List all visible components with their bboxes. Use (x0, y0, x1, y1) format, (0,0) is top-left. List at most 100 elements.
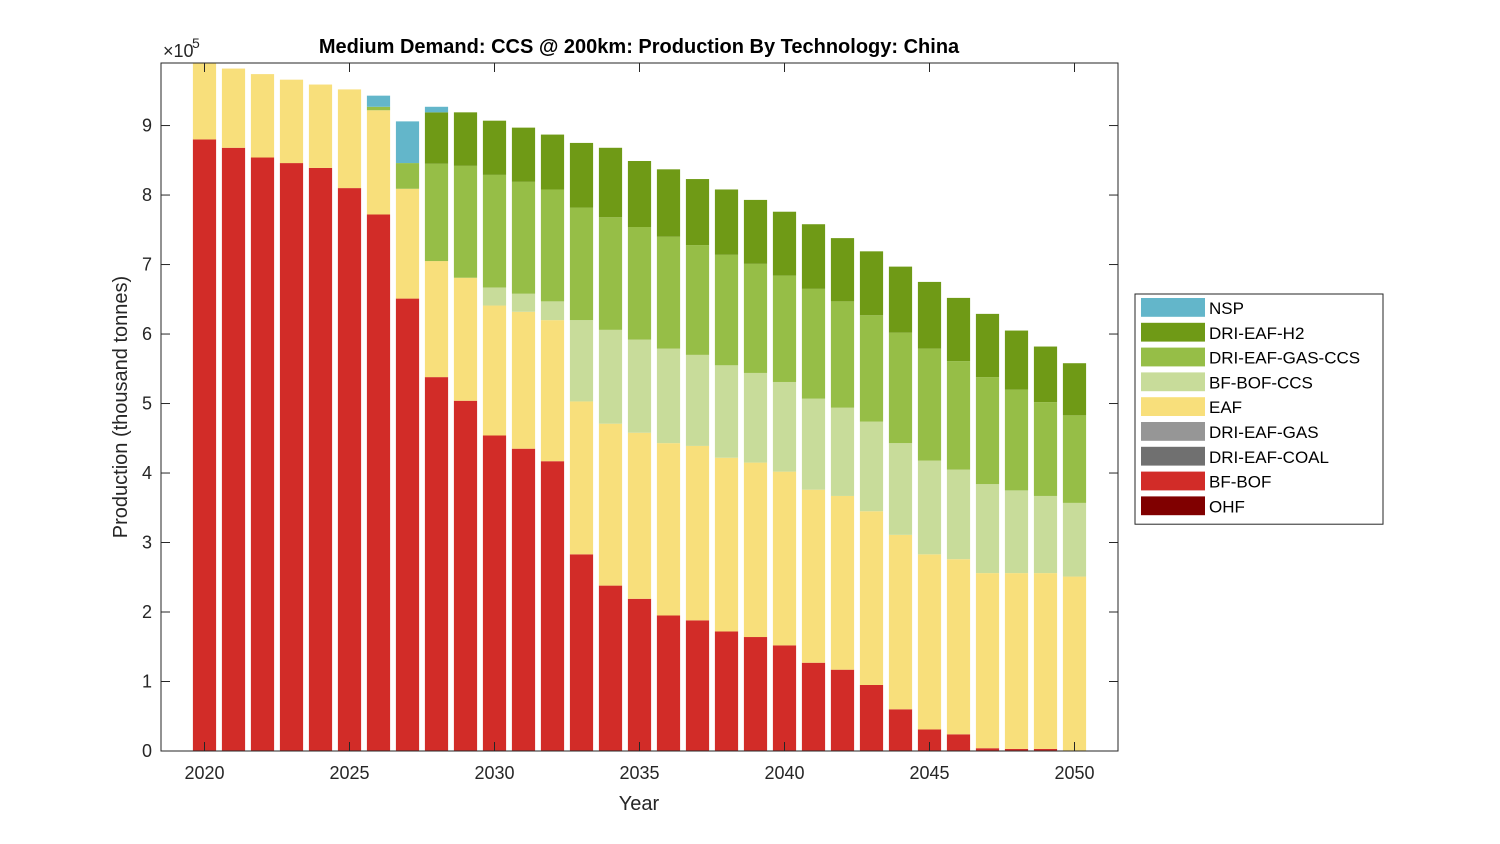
bar-bf-bof-2025 (337, 188, 362, 751)
bar-bf-bof-ccs-2039 (743, 372, 768, 463)
x-tick-label: 2045 (909, 763, 949, 783)
y-exponent-power: 5 (192, 35, 200, 51)
bar-eaf-2048 (1004, 573, 1029, 749)
bar-dri-eaf-gas-ccs-2035 (627, 227, 652, 340)
bar-bf-bof-2029 (453, 400, 478, 751)
legend-label-bf-bof: BF-BOF (1209, 473, 1271, 492)
bar-dri-eaf-gas-ccs-2040 (772, 275, 797, 382)
bar-eaf-2022 (250, 74, 275, 158)
bar-dri-eaf-gas-ccs-2038 (714, 254, 739, 366)
bar-bf-bof-2038 (714, 631, 739, 751)
bar-bf-bof-2043 (859, 684, 884, 751)
bar-dri-eaf-gas-ccs-2047 (975, 377, 1000, 485)
y-tick-label: 0 (142, 741, 152, 761)
bar-eaf-2026 (366, 110, 391, 215)
bar-dri-eaf-gas-ccs-2048 (1004, 389, 1029, 491)
bar-bf-bof-2036 (656, 615, 681, 751)
legend-label-eaf: EAF (1209, 398, 1242, 417)
bar-dri-eaf-gas-ccs-2031 (511, 181, 536, 294)
y-exponent-base: ×10 (163, 41, 194, 61)
x-tick-label: 2025 (329, 763, 369, 783)
y-tick-label: 4 (142, 463, 152, 483)
legend-swatch-bf-bof-ccs (1141, 372, 1205, 392)
legend-label-ohf: OHF (1209, 497, 1245, 516)
bar-eaf-2020 (192, 63, 217, 140)
bar-dri-eaf-h2-2042 (830, 238, 855, 302)
bar-bf-bof-ccs-2048 (1004, 490, 1029, 574)
bar-eaf-2044 (888, 534, 913, 710)
bar-bf-bof-ccs-2043 (859, 421, 884, 512)
bar-dri-eaf-gas-ccs-2050 (1062, 415, 1087, 503)
bar-dri-eaf-h2-2033 (569, 142, 594, 208)
bar-bf-bof-2031 (511, 448, 536, 751)
bar-bf-bof-2030 (482, 435, 507, 751)
bar-bf-bof-2021 (221, 147, 246, 752)
legend-swatch-dri-eaf-gas-ccs (1141, 347, 1205, 367)
bar-dri-eaf-gas-ccs-2046 (946, 361, 971, 470)
bar-bf-bof-2034 (598, 585, 623, 751)
bar-bf-bof-2026 (366, 214, 391, 751)
bar-nsp-2028 (424, 106, 449, 113)
bar-bf-bof-2035 (627, 598, 652, 751)
bar-bf-bof-2044 (888, 709, 913, 751)
bar-eaf-2034 (598, 423, 623, 586)
bar-eaf-2040 (772, 471, 797, 646)
bar-eaf-2028 (424, 261, 449, 378)
bar-eaf-2029 (453, 277, 478, 401)
bar-eaf-2030 (482, 305, 507, 436)
bar-bf-bof-ccs-2040 (772, 381, 797, 472)
bar-bf-bof-2033 (569, 554, 594, 751)
bar-eaf-2050 (1062, 576, 1087, 751)
bar-dri-eaf-h2-2039 (743, 199, 768, 264)
legend-label-bf-bof-ccs: BF-BOF-CCS (1209, 373, 1313, 392)
bar-eaf-2037 (685, 445, 710, 621)
bar-bf-bof-2047 (975, 748, 1000, 751)
bar-bf-bof-ccs-2047 (975, 484, 1000, 574)
bar-dri-eaf-h2-2047 (975, 313, 1000, 378)
bar-bf-bof-ccs-2030 (482, 287, 507, 306)
legend: NSP DRI-EAF-H2 DRI-EAF-GAS-CCS BF-BOF-CCS EA… (1134, 293, 1384, 525)
bar-dri-eaf-h2-2050 (1062, 363, 1087, 416)
bar-nsp-2026 (366, 95, 391, 107)
bar-dri-eaf-gas-ccs-2033 (569, 207, 594, 321)
bar-bf-bof-2045 (917, 729, 942, 751)
bar-bf-bof-2037 (685, 620, 710, 751)
bar-eaf-2033 (569, 401, 594, 555)
bar-bf-bof-ccs-2032 (540, 301, 565, 321)
bar-bf-bof-ccs-2038 (714, 365, 739, 458)
x-tick-label: 2040 (764, 763, 804, 783)
legend-swatch-dri-eaf-h2 (1141, 322, 1205, 342)
bar-eaf-2039 (743, 462, 768, 638)
y-tick-label: 2 (142, 602, 152, 622)
bar-bf-bof-2048 (1004, 748, 1029, 751)
bar-dri-eaf-h2-2036 (656, 169, 681, 237)
bar-bf-bof-ccs-2037 (685, 354, 710, 446)
bar-bf-bof-ccs-2036 (656, 348, 681, 444)
bar-eaf-2023 (279, 79, 304, 164)
legend-label-dri-eaf-gas: DRI-EAF-GAS (1209, 423, 1319, 442)
bar-bf-bof-2028 (424, 377, 449, 751)
legend-label-dri-eaf-h2: DRI-EAF-H2 (1209, 324, 1304, 343)
bar-bf-bof-2049 (1033, 748, 1058, 751)
bar-eaf-2031 (511, 311, 536, 449)
bar-bf-bof-2046 (946, 734, 971, 751)
bar-dri-eaf-gas-ccs-2026 (366, 106, 391, 111)
bar-bf-bof-ccs-2046 (946, 469, 971, 560)
bar-dri-eaf-h2-2031 (511, 127, 536, 182)
bar-dri-eaf-gas-ccs-2030 (482, 174, 507, 288)
bar-dri-eaf-h2-2034 (598, 147, 623, 218)
legend-swatch-nsp (1141, 298, 1205, 317)
bar-dri-eaf-h2-2040 (772, 211, 797, 276)
y-tick-label: 5 (142, 394, 152, 414)
legend-label-dri-eaf-gas-ccs: DRI-EAF-GAS-CCS (1209, 349, 1360, 368)
bar-dri-eaf-h2-2046 (946, 297, 971, 362)
bar-eaf-2046 (946, 559, 971, 735)
x-tick-label: 2030 (474, 763, 514, 783)
bar-dri-eaf-gas-ccs-2043 (859, 315, 884, 422)
bar-bf-bof-ccs-2031 (511, 293, 536, 312)
bar-dri-eaf-h2-2044 (888, 266, 913, 333)
bar-dri-eaf-gas-ccs-2028 (424, 163, 449, 262)
bar-bf-bof-ccs-2044 (888, 443, 913, 535)
bar-dri-eaf-gas-ccs-2042 (830, 301, 855, 408)
bar-eaf-2043 (859, 511, 884, 685)
